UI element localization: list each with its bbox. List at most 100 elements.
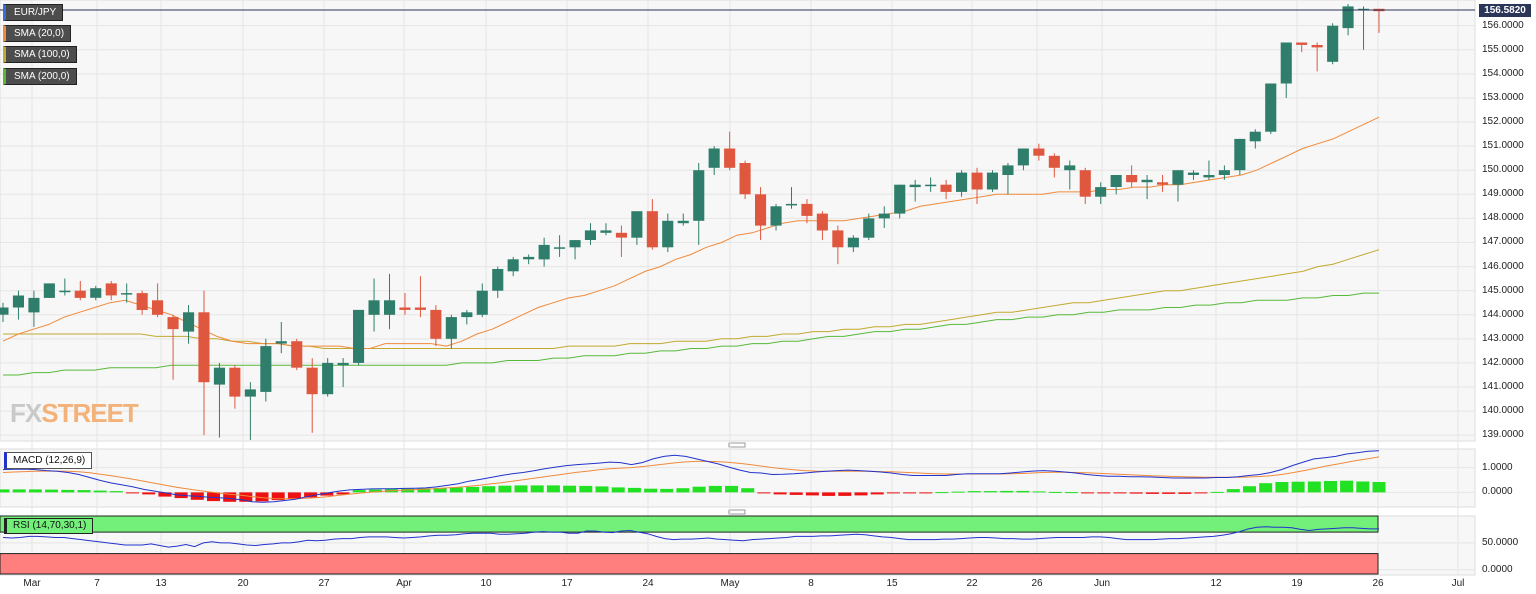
- macd-histogram-bar: [482, 486, 496, 493]
- candle-bull: [1218, 170, 1230, 175]
- macd-tick-label: 1.0000: [1482, 461, 1513, 473]
- candle-bull: [523, 256, 535, 260]
- candle-bull: [445, 317, 457, 339]
- legend-sma20[interactable]: SMA (20,0): [3, 25, 72, 42]
- x-tick-label: 26: [1031, 578, 1043, 589]
- candle-bull: [956, 172, 968, 192]
- candle-bear: [1311, 45, 1323, 48]
- macd-histogram-bar: [822, 492, 836, 496]
- legend-macd[interactable]: MACD (12,26,9): [4, 452, 93, 469]
- candle-bull: [1327, 25, 1339, 62]
- macd-histogram-bar: [1016, 490, 1030, 493]
- candle-bear: [152, 300, 164, 315]
- candle-bull: [1234, 138, 1246, 171]
- legend-rsi-label: RSI (14,70,30,1): [13, 520, 87, 531]
- candle-bull: [677, 220, 689, 224]
- price-tick-label: 142.0000: [1482, 356, 1524, 368]
- legend-sma200[interactable]: SMA (200,0): [3, 68, 77, 85]
- candle-bear: [1079, 170, 1091, 197]
- macd-histogram-bar: [1048, 491, 1062, 493]
- candle-bear: [198, 312, 210, 383]
- macd-histogram-bar: [93, 490, 107, 493]
- candle-bear: [430, 309, 442, 339]
- candle-bull: [275, 341, 287, 344]
- macd-histogram-bar: [563, 485, 577, 493]
- candle-bear: [1048, 155, 1060, 168]
- candle-bear: [1296, 42, 1308, 45]
- candle-bull: [1280, 42, 1292, 84]
- macd-histogram-bar: [320, 492, 334, 496]
- macd-histogram-bar: [595, 486, 609, 493]
- candle-bull: [1002, 165, 1014, 175]
- legend-rsi[interactable]: RSI (14,70,30,1): [4, 518, 94, 534]
- candle-bear: [74, 290, 86, 298]
- x-tick-label: 17: [561, 578, 573, 589]
- candle-bull: [708, 148, 720, 168]
- macd-line: [2, 450, 1380, 503]
- candle-bull: [461, 312, 473, 318]
- splitter-handle: [728, 509, 746, 515]
- candle-bull: [554, 247, 566, 249]
- sma200-line: [3, 292, 1379, 376]
- macd-histogram-bar: [368, 489, 382, 493]
- macd-histogram-bar: [239, 492, 253, 502]
- macd-histogram-bar: [1291, 481, 1305, 493]
- sma20-line: [2, 116, 1380, 349]
- candle-bull: [0, 307, 9, 315]
- candle-bear: [739, 163, 751, 195]
- candle-bear: [136, 293, 148, 310]
- x-tick-label: 26: [1372, 578, 1384, 589]
- candle-bear: [229, 367, 241, 397]
- candle-bear: [399, 307, 411, 310]
- x-tick-label: Mar: [23, 578, 41, 589]
- macd-histogram-bar: [1226, 489, 1240, 493]
- macd-histogram-bar: [126, 492, 139, 494]
- macd-histogram-bar: [401, 488, 415, 493]
- macd-histogram-bar: [579, 485, 593, 493]
- price-tick-label: 150.0000: [1482, 164, 1524, 176]
- fxstreet-watermark: FXSTREET: [10, 398, 139, 429]
- candle-bull: [337, 362, 349, 366]
- watermark-street: STREET: [41, 398, 139, 428]
- macd-histogram-bar: [28, 489, 42, 493]
- candle-bull: [1342, 6, 1354, 29]
- legend-sma100[interactable]: SMA (100,0): [3, 46, 77, 63]
- legend-sma200-label: SMA (200,0): [14, 71, 70, 82]
- macd-histogram-bar: [773, 492, 787, 495]
- x-tick-label: Jul: [1451, 578, 1465, 589]
- candle-bull: [662, 220, 674, 248]
- candle-bull: [600, 230, 612, 233]
- rsi-line: [2, 526, 1379, 548]
- legend-symbol[interactable]: EUR/JPY: [3, 4, 64, 21]
- candle-bull: [1064, 165, 1076, 171]
- rsi-tick-label: 50.0000: [1482, 536, 1519, 548]
- candle-bull: [43, 283, 55, 298]
- x-tick-label: 13: [155, 578, 167, 589]
- candle-bull: [584, 230, 596, 240]
- macd-histogram-bar: [498, 485, 512, 493]
- candle-bull: [785, 203, 797, 206]
- candle-bear: [1033, 148, 1045, 156]
- x-tick-label: 20: [237, 578, 249, 589]
- macd-histogram-bar: [1064, 492, 1078, 494]
- macd-histogram-bar: [1162, 492, 1176, 494]
- macd-histogram-bar: [1113, 492, 1127, 494]
- x-tick-label: 8: [808, 578, 814, 589]
- macd-histogram-bar: [886, 492, 900, 494]
- macd-histogram-bar: [12, 489, 26, 493]
- price-tick-label: 145.0000: [1482, 284, 1524, 296]
- macd-histogram-bar: [1259, 483, 1273, 493]
- x-tick-label: 27: [318, 578, 330, 589]
- candle-bull: [59, 290, 71, 293]
- candle-bull: [368, 300, 380, 315]
- price-tick-label: 154.0000: [1482, 67, 1524, 79]
- macd-histogram-bar: [1275, 482, 1289, 493]
- macd-histogram-bar: [757, 492, 771, 494]
- candle-bull: [260, 346, 272, 392]
- macd-histogram-bar: [45, 489, 59, 493]
- macd-histogram-bar: [352, 490, 366, 493]
- macd-histogram-bar: [142, 492, 156, 495]
- macd-histogram-bar: [903, 492, 917, 494]
- macd-histogram-bar: [611, 487, 625, 493]
- price-tick-label: 149.0000: [1482, 188, 1524, 200]
